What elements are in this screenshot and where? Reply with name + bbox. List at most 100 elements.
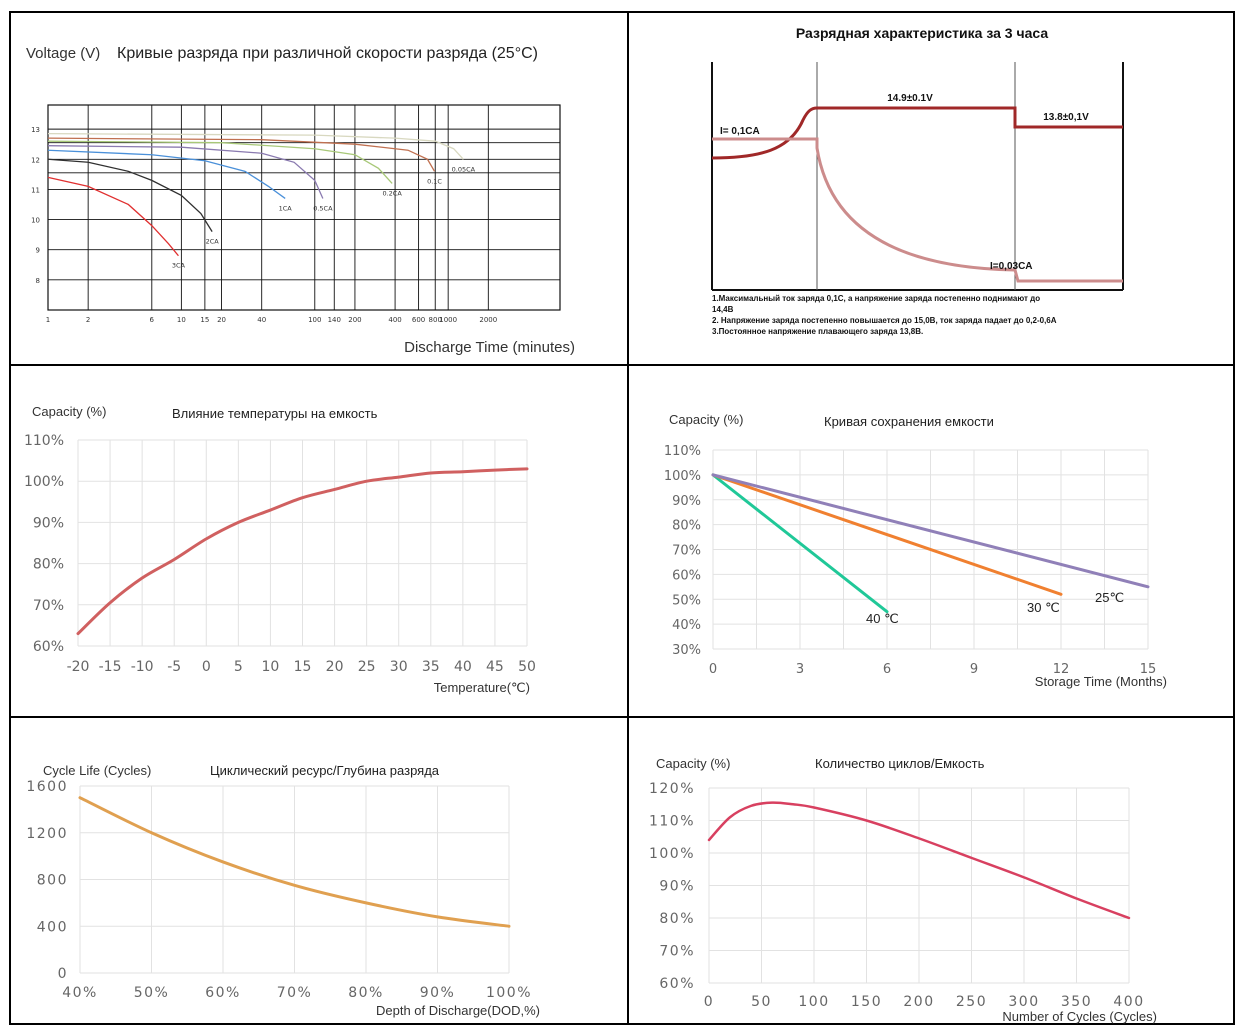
chart4-x-ticks: 0 3 6 9 12 15 (709, 662, 1156, 677)
series-line-0 (711, 473, 889, 614)
chart2-current-line (712, 137, 1123, 283)
chart1-series: 3CA 2CA 1CA 0.5CA 0.2CA 0.1C 0.05CA (47, 132, 476, 270)
y-tick-label: 70% (33, 598, 64, 614)
x-tick-label: 90% (420, 985, 456, 1001)
series-line-1 (47, 158, 213, 232)
x-tick-label: 100% (486, 985, 532, 1001)
series-label-0: 3CA (172, 262, 186, 270)
series-line-1 (711, 473, 1063, 596)
chart5-y-ticks: 0 400 800 1200 1600 (26, 779, 68, 982)
x-tick-label: 2 (86, 316, 90, 324)
x-tick-label: 10 (177, 316, 186, 324)
chart4-xlabel: Storage Time (Months) (1035, 674, 1167, 689)
chart1-title: Кривые разряда при различной скорости ра… (117, 45, 538, 62)
chart3-grid (77, 439, 528, 647)
chart4-ylabel: Capacity (%) (669, 412, 743, 427)
cycles-capacity-chart: Capacity (%) Количество циклов/Емкость 0… (649, 756, 1157, 1024)
x-tick-label: 20 (326, 659, 344, 675)
chart1-ylabel: Voltage (V) (26, 45, 100, 62)
x-tick-label: 0 (704, 994, 714, 1010)
y-tick-label: 8 (36, 277, 40, 285)
x-tick-label: 350 (1061, 994, 1092, 1010)
x-tick-label: 15 (200, 316, 209, 324)
y-tick-label: 100% (649, 846, 695, 862)
series-label-2: 1CA (279, 204, 293, 212)
y-tick-label: 60% (659, 976, 695, 992)
x-tick-label: 0 (709, 662, 717, 677)
series-line-6 (47, 132, 464, 160)
series-label-1: 2CA (206, 238, 220, 246)
y-tick-label: 80% (672, 519, 701, 534)
chart2-frame (711, 62, 1124, 291)
series-line-0 (47, 176, 179, 257)
series-line-5 (47, 137, 436, 172)
x-tick-label: 400 (388, 316, 401, 324)
chart3-ylabel: Capacity (%) (32, 404, 106, 419)
y-tick-label: 9 (36, 247, 40, 255)
chart2-label-current-003: I=0,03CA (990, 261, 1033, 272)
y-tick-label: 110% (649, 814, 695, 830)
chart4-label-40c: 40 ℃ (866, 611, 899, 626)
x-tick-label: 150 (851, 994, 882, 1010)
series-line-2 (711, 473, 1150, 589)
x-tick-label: 10 (262, 659, 280, 675)
y-tick-label: 110% (24, 433, 64, 449)
chart4-label-25c: 25℃ (1095, 590, 1124, 605)
chart2-note-1b: 14,4В (712, 305, 734, 314)
chart3-xlabel: Temperature(℃) (434, 680, 530, 695)
y-tick-label: 90% (33, 515, 64, 531)
chart5-series (78, 796, 511, 928)
x-tick-label: 50% (134, 985, 170, 1001)
x-tick-label: 6 (883, 662, 891, 677)
x-tick-label: 80% (348, 985, 384, 1001)
y-tick-label: 100% (24, 474, 64, 490)
chart2-phase-dividers (816, 62, 1016, 290)
y-tick-label: 100% (664, 469, 701, 484)
series-label-5: 0.1C (427, 177, 442, 185)
chart4-label-30c: 30 ℃ (1027, 600, 1060, 615)
x-tick-label: 35 (422, 659, 440, 675)
chart5-title: Циклический ресурс/Глубина разряда (210, 763, 440, 778)
x-tick-label: 60% (205, 985, 241, 1001)
x-tick-label: 100 (798, 994, 829, 1010)
chart1-xlabel: Discharge Time (minutes) (404, 339, 575, 356)
x-tick-label: 140 (328, 316, 341, 324)
chart2-label-current-01: I= 0,1CA (720, 126, 760, 137)
y-tick-label: 0 (58, 966, 68, 982)
chart4-grid (712, 449, 1149, 650)
x-tick-label: 9 (970, 662, 978, 677)
series-label-3: 0.5CA (313, 204, 333, 212)
y-tick-label: 60% (672, 568, 701, 583)
chart1-y-ticks: 8 9 10 11 12 13 (31, 126, 40, 285)
y-tick-label: 1200 (26, 826, 68, 842)
x-tick-label: -10 (131, 659, 154, 675)
chart6-x-ticks: 0 50 100 150 200 250 300 350 400 (704, 994, 1143, 1010)
panel-grid (9, 11, 1235, 1025)
chart5-xlabel: Depth of Discharge(DOD,%) (376, 1003, 540, 1018)
y-tick-label: 110% (664, 444, 701, 459)
y-tick-label: 60% (33, 639, 64, 655)
storage-retention-chart: Capacity (%) Кривая сохранения емкости 0… (664, 412, 1167, 689)
series-line-0 (76, 467, 529, 636)
chart3-series (76, 467, 529, 636)
x-tick-label: 3 (796, 662, 804, 677)
y-tick-label: 12 (31, 156, 40, 164)
x-tick-label: 200 (903, 994, 934, 1010)
chart6-grid (708, 787, 1130, 984)
x-tick-label: 50 (751, 994, 772, 1010)
x-tick-label: 800 (429, 316, 442, 324)
discharge-curves-chart: Voltage (V) Кривые разряда при различной… (26, 45, 575, 356)
temperature-capacity-chart: Capacity (%) Влияние температуры на емко… (24, 404, 536, 695)
y-tick-label: 80% (659, 911, 695, 927)
chart3-y-ticks: 60% 70% 80% 90% 100% 110% (24, 433, 64, 655)
chart2-voltage-line (711, 106, 1123, 160)
x-tick-label: 50 (518, 659, 536, 675)
x-tick-label: 300 (1008, 994, 1039, 1010)
y-tick-label: 50% (672, 593, 701, 608)
chart5-grid (79, 785, 510, 974)
series-label-6: 0.05CA (452, 165, 476, 173)
cycle-life-dod-chart: Cycle Life (Cycles) Циклический ресурс/Г… (26, 763, 540, 1018)
x-tick-label: 15 (294, 659, 312, 675)
